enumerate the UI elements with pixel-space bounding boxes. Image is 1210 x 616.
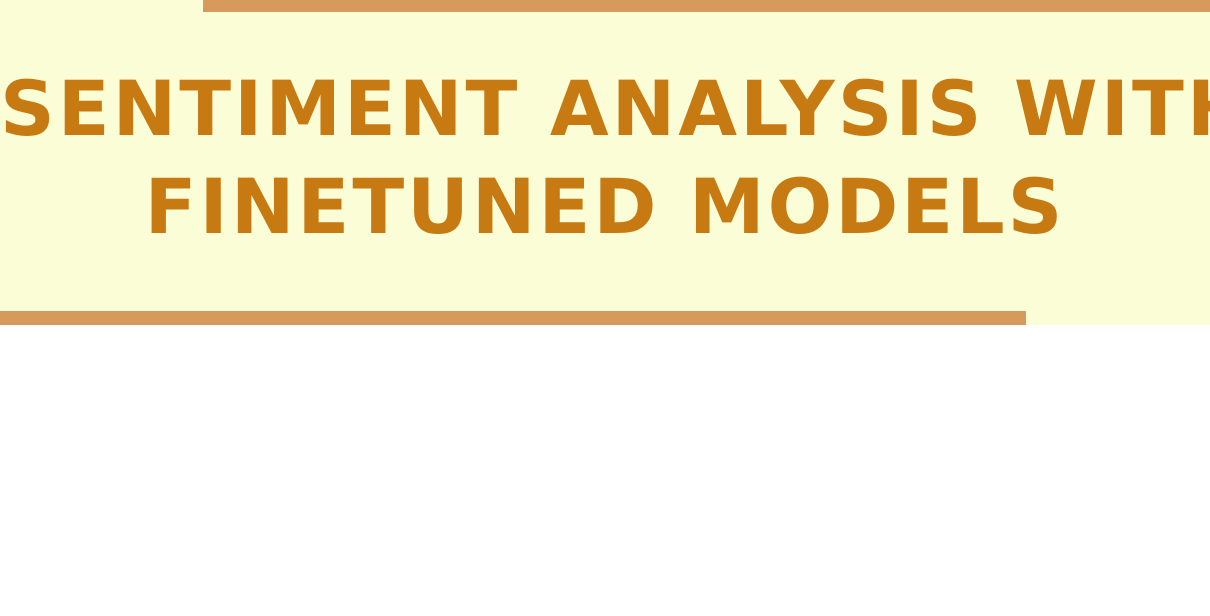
blank-content-area [0,325,1210,616]
top-accent-rule [203,0,1210,12]
title-line-2: FINETUNED MODELS [144,162,1066,251]
bottom-accent-rule [0,311,1026,325]
page-title: SENTIMENT ANALYSIS WITH FINETUNED MODELS [0,60,1210,256]
title-line-1: SENTIMENT ANALYSIS WITH [0,64,1210,153]
title-banner: SENTIMENT ANALYSIS WITH FINETUNED MODELS [0,0,1210,325]
